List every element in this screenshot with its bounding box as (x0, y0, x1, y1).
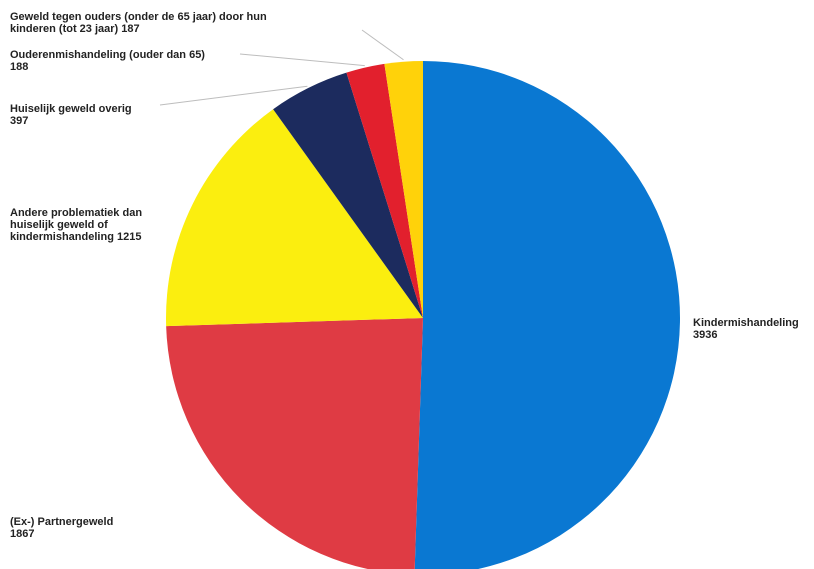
slice-label-line: Geweld tegen ouders (onder de 65 jaar) d… (10, 11, 267, 23)
slice-label-huiselijk-geweld-overig: Huiselijk geweld overig 397 (10, 103, 132, 127)
leader-line-geweld-tegen-ouders (361, 29, 404, 61)
slice-label-partnergeweld: (Ex-) Partnergeweld 1867 (10, 516, 113, 540)
pie-slices (166, 61, 680, 569)
leader-line-ouderenmishandeling (239, 53, 365, 67)
slice-label-line: huiselijk geweld of (10, 219, 108, 231)
slice-label-line: 397 (10, 115, 28, 127)
leader-line-huiselijk-geweld-overig (159, 85, 308, 106)
slice-label-line: Kindermishandeling (693, 317, 799, 329)
slice-label-line: Andere problematiek dan (10, 207, 142, 219)
pie-slice-huiselijk-geweld-overig (273, 72, 423, 318)
pie-slice-geweld-tegen-ouders (384, 61, 423, 318)
slice-label-andere-problematiek: Andere problematiek dan huiselijk geweld … (10, 207, 142, 243)
slice-label-line: kindermishandeling 1215 (10, 231, 141, 243)
leader-lines (159, 29, 404, 106)
slice-label-line: kinderen (tot 23 jaar) 187 (10, 23, 140, 35)
slice-label-line: Huiselijk geweld overig (10, 103, 132, 115)
pie-slice-andere-problematiek (166, 109, 423, 327)
slice-labels: Kindermishandeling 3936 (Ex-) Partnergewel… (10, 11, 799, 540)
slice-label-kindermishandeling: Kindermishandeling 3936 (693, 317, 799, 341)
slice-label-geweld-tegen-ouders: Geweld tegen ouders (onder de 65 jaar) d… (10, 11, 267, 35)
pie-slice-ouderenmishandeling (346, 63, 423, 318)
pie-slice-kindermishandeling (414, 61, 680, 569)
slice-label-ouderenmishandeling: Ouderenmishandeling (ouder dan 65) 188 (10, 49, 205, 73)
slice-label-line: Ouderenmishandeling (ouder dan 65) (10, 49, 205, 61)
slice-label-line: 188 (10, 61, 28, 73)
pie-slice-partnergeweld (166, 318, 423, 569)
slice-label-line: (Ex-) Partnergeweld (10, 516, 113, 528)
slice-label-line: 1867 (10, 528, 34, 540)
slice-label-line: 3936 (693, 329, 717, 341)
